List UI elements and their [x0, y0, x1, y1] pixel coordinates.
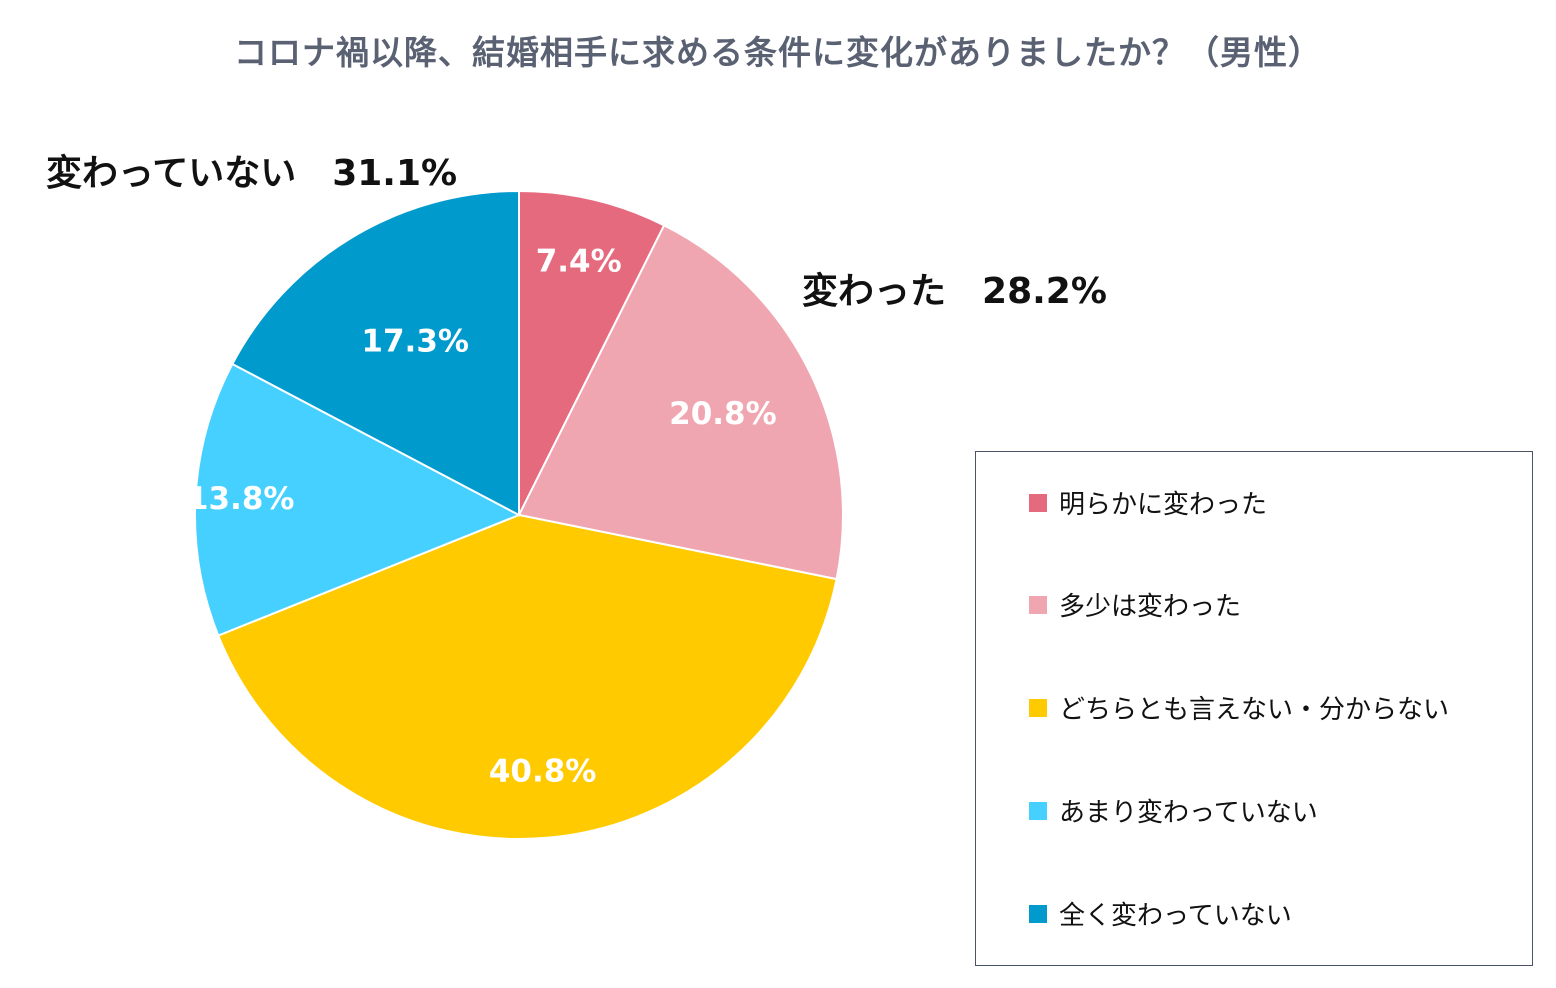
pie-label-somewhat-changed: 20.8% [669, 396, 777, 432]
group-label-unchanged: 変わっていない 31.1% [46, 144, 457, 196]
pie-slice-neither [216, 513, 838, 841]
legend-item-not-much-changed: あまり変わっていない [1029, 792, 1318, 829]
legend-item-not-changed-at-all: 全く変わっていない [1029, 895, 1292, 932]
pie-label-not-changed-at-all: 17.3% [361, 324, 469, 360]
legend-swatch-not-changed-at-all [1029, 904, 1047, 923]
group-label-changed-name: 変わった [802, 271, 947, 312]
legend-swatch-neither [1029, 698, 1047, 717]
group-label-unchanged-name: 変わっていない [46, 153, 297, 194]
group-label-changed-pct: 28.2% [982, 271, 1107, 312]
legend-swatch-somewhat-changed [1029, 595, 1047, 614]
pie-slice-not-changed-at-all [230, 189, 520, 517]
legend-label-somewhat-changed: 多少は変わった [1059, 592, 1242, 622]
pie-slice-somewhat-changed [517, 223, 844, 581]
group-label-unchanged-pct: 31.1% [332, 153, 458, 194]
legend-label-clearly-changed: 明らかに変わった [1059, 490, 1268, 520]
legend-label-neither: どちらとも言えない・分からない [1059, 695, 1450, 725]
pie-label-not-much-changed: 13.8% [187, 481, 295, 517]
pie-slice-clearly-changed [518, 189, 666, 516]
pie-chart: 7.4% 20.8% 40.8% 13.8% 17.3% [187, 189, 844, 841]
group-label-changed: 変わった 28.2% [802, 262, 1107, 314]
legend-label-not-changed-at-all: 全く変わっていない [1059, 901, 1292, 931]
legend: 明らかに変わった 多少は変わった どちらとも言えない・分からない あまり変わって… [975, 451, 1533, 966]
legend-item-neither: どちらとも言えない・分からない [1029, 689, 1449, 726]
legend-item-clearly-changed: 明らかに変わった [1029, 484, 1267, 521]
chart-title: コロナ禍以降、結婚相手に求める条件に変化がありましたか？（男性） [234, 33, 1322, 72]
legend-label-not-much-changed: あまり変わっていない [1059, 798, 1318, 828]
pie-label-neither: 40.8% [489, 754, 597, 790]
pie-label-clearly-changed: 7.4% [536, 243, 622, 279]
legend-swatch-not-much-changed [1029, 801, 1047, 820]
legend-item-somewhat-changed: 多少は変わった [1029, 586, 1241, 623]
pie-slice-not-much-changed [194, 362, 522, 637]
legend-swatch-clearly-changed [1029, 493, 1047, 512]
